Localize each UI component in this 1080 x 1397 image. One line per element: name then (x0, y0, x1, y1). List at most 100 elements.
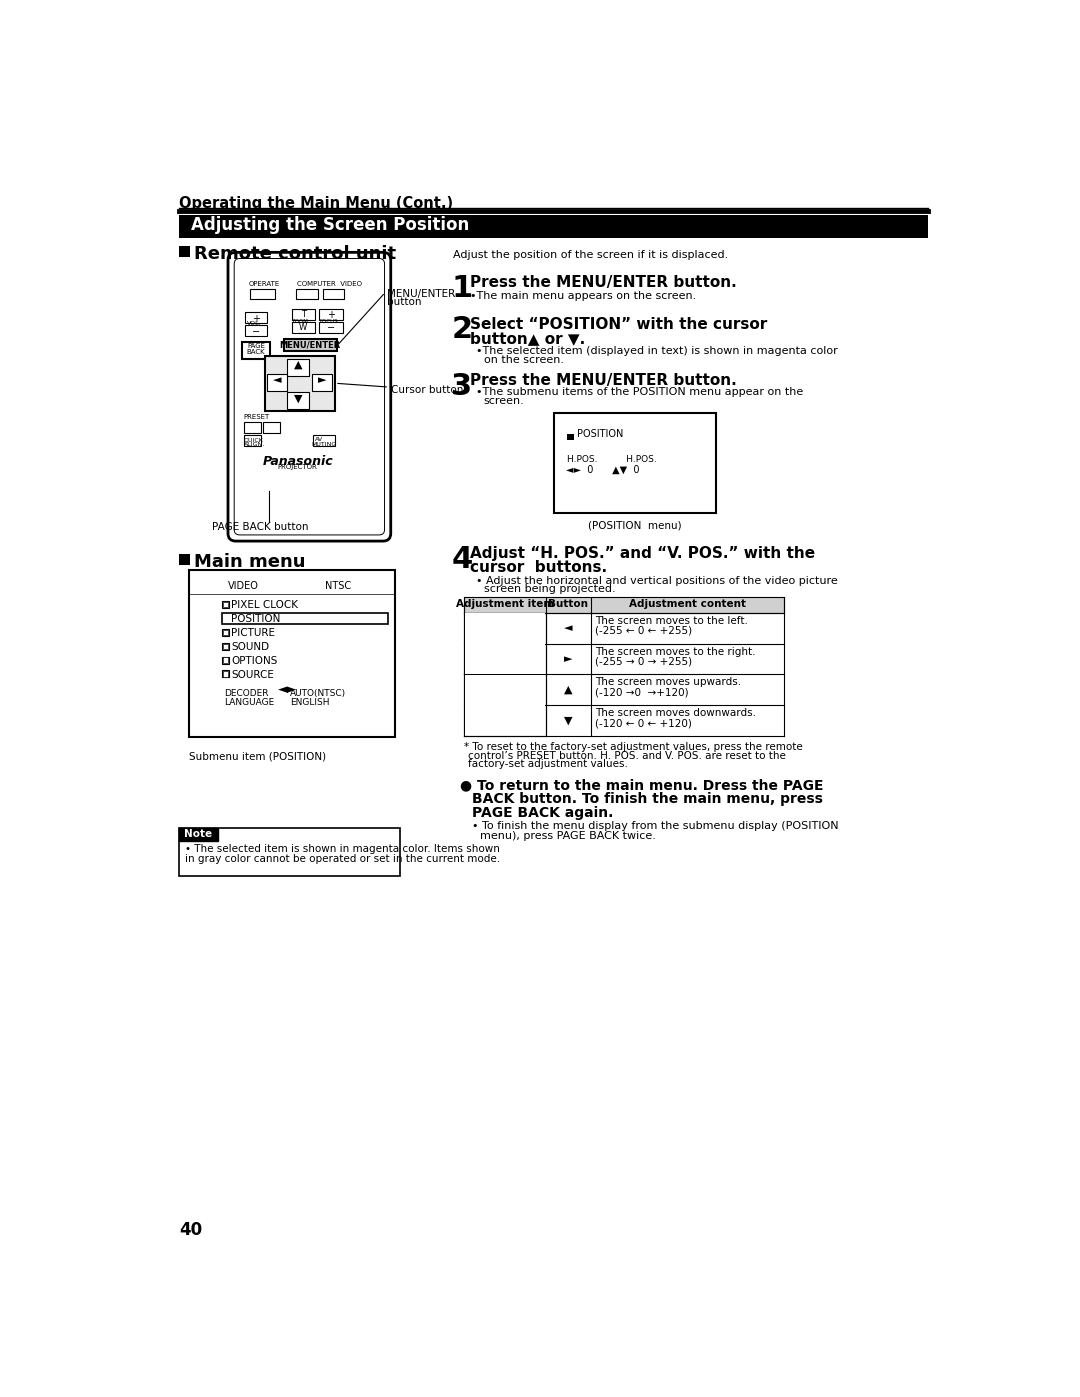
Text: FOCUS: FOCUS (320, 319, 338, 324)
Text: Press the MENU/ENTER button.: Press the MENU/ENTER button. (470, 275, 737, 291)
FancyBboxPatch shape (222, 658, 228, 662)
Text: 1: 1 (451, 274, 472, 303)
Text: ALIGN.: ALIGN. (243, 441, 265, 447)
Text: 40: 40 (179, 1221, 202, 1239)
Text: (POSITION  menu): (POSITION menu) (589, 520, 681, 531)
Text: AUTO(NTSC): AUTO(NTSC) (291, 689, 346, 698)
Text: Submenu item (POSITION): Submenu item (POSITION) (189, 752, 326, 761)
Text: (-255 ← 0 ← +255): (-255 ← 0 ← +255) (595, 626, 691, 636)
Text: H. POS.: H. POS. (480, 629, 530, 641)
FancyBboxPatch shape (189, 570, 394, 738)
FancyBboxPatch shape (221, 601, 229, 608)
Text: ZOOM: ZOOM (292, 319, 309, 324)
FancyBboxPatch shape (554, 412, 716, 513)
Text: Remote control unit: Remote control unit (194, 246, 396, 264)
FancyBboxPatch shape (228, 253, 391, 541)
Text: ▼: ▼ (294, 394, 302, 404)
Text: ►: ► (564, 654, 572, 665)
Text: H.POS.          H.POS.: H.POS. H.POS. (567, 455, 658, 464)
Text: NTSC: NTSC (325, 581, 351, 591)
Text: (-120 ← 0 ← +120): (-120 ← 0 ← +120) (595, 718, 691, 728)
Text: LANGUAGE: LANGUAGE (225, 698, 274, 707)
FancyBboxPatch shape (465, 675, 545, 735)
Text: ● To return to the main menu. Dress the PAGE: ● To return to the main menu. Dress the … (460, 778, 824, 792)
Text: +: + (327, 310, 335, 320)
Text: Press the MENU/ENTER button.: Press the MENU/ENTER button. (470, 373, 737, 388)
Text: ►: ► (318, 376, 326, 386)
FancyBboxPatch shape (464, 598, 784, 613)
Text: QUICK: QUICK (243, 437, 264, 441)
Text: PAGE: PAGE (247, 344, 265, 349)
Text: Cursor buttons: Cursor buttons (391, 384, 469, 395)
Text: button: button (387, 298, 421, 307)
Text: ▼: ▼ (564, 715, 572, 726)
Text: • The selected item is shown in magenta color. Items shown: • The selected item is shown in magenta … (185, 844, 499, 854)
Text: ▲: ▲ (564, 685, 572, 696)
FancyBboxPatch shape (292, 309, 314, 320)
Text: • Adjust the horizontal and vertical positions of the video picture: • Adjust the horizontal and vertical pos… (476, 576, 838, 585)
Text: V. POS.: V. POS. (481, 690, 529, 703)
Text: •The main menu appears on the screen.: •The main menu appears on the screen. (470, 291, 696, 300)
Text: •The submenu items of the POSITION menu appear on the: •The submenu items of the POSITION menu … (476, 387, 804, 397)
FancyBboxPatch shape (245, 326, 267, 337)
FancyBboxPatch shape (242, 342, 270, 359)
Text: factory-set adjustment values.: factory-set adjustment values. (469, 759, 629, 768)
Text: ◄: ◄ (272, 376, 281, 386)
Text: ENGLISH: ENGLISH (291, 698, 329, 707)
FancyBboxPatch shape (266, 355, 335, 411)
Text: PAGE BACK again.: PAGE BACK again. (472, 806, 613, 820)
FancyBboxPatch shape (222, 616, 228, 622)
Text: PRESET: PRESET (243, 414, 270, 420)
Text: 4: 4 (451, 545, 472, 574)
FancyBboxPatch shape (179, 215, 928, 239)
Text: The screen moves to the right.: The screen moves to the right. (595, 647, 755, 657)
Text: PROJECTOR: PROJECTOR (278, 464, 318, 469)
FancyBboxPatch shape (296, 289, 318, 299)
Text: ◄►  0      ▲▼  0: ◄► 0 ▲▼ 0 (566, 465, 639, 475)
FancyBboxPatch shape (313, 434, 335, 446)
Text: V. POS.: V. POS. (481, 690, 529, 703)
FancyBboxPatch shape (287, 359, 309, 376)
Text: SOURCE: SOURCE (231, 669, 274, 680)
Text: Panasonic: Panasonic (262, 455, 333, 468)
Text: 2: 2 (451, 316, 472, 345)
Text: W: W (299, 323, 308, 332)
Text: MENU/ENTER: MENU/ENTER (387, 289, 455, 299)
FancyBboxPatch shape (222, 602, 228, 608)
Text: MENU/ENTER: MENU/ENTER (280, 339, 341, 349)
Text: •The selected item (displayed in text) is shown in magenta color: •The selected item (displayed in text) i… (476, 346, 838, 356)
Text: −: − (252, 327, 260, 337)
Text: control’s PRESET button. H. POS. and V. POS. are reset to the: control’s PRESET button. H. POS. and V. … (469, 750, 786, 760)
FancyBboxPatch shape (287, 393, 309, 409)
Text: menu), press PAGE BACK twice.: menu), press PAGE BACK twice. (480, 831, 656, 841)
FancyBboxPatch shape (320, 309, 342, 320)
Text: POSITION: POSITION (577, 429, 623, 440)
Text: COMPUTER  VIDEO: COMPUTER VIDEO (297, 281, 362, 286)
FancyBboxPatch shape (221, 657, 229, 664)
Text: Adjustment content: Adjustment content (629, 599, 746, 609)
FancyBboxPatch shape (262, 422, 280, 433)
Text: Adjust the position of the screen if it is displaced.: Adjust the position of the screen if it … (453, 250, 728, 260)
FancyBboxPatch shape (245, 313, 267, 323)
Text: screen.: screen. (484, 395, 525, 405)
Text: PIXEL CLOCK: PIXEL CLOCK (231, 601, 298, 610)
FancyBboxPatch shape (323, 289, 345, 299)
Text: H. POS.: H. POS. (480, 629, 530, 641)
FancyBboxPatch shape (243, 422, 260, 433)
FancyBboxPatch shape (221, 671, 229, 678)
Text: VOL.: VOL. (247, 321, 261, 326)
Text: POSITION: POSITION (231, 615, 281, 624)
Text: in gray color cannot be operated or set in the current mode.: in gray color cannot be operated or set … (185, 854, 500, 863)
Text: on the screen.: on the screen. (484, 355, 564, 365)
Text: MUTING: MUTING (312, 441, 337, 447)
FancyBboxPatch shape (465, 613, 545, 673)
FancyBboxPatch shape (249, 289, 275, 299)
Text: T: T (300, 310, 306, 319)
Text: BACK: BACK (246, 349, 266, 355)
Text: (-255 → 0 → +255): (-255 → 0 → +255) (595, 657, 691, 666)
Text: 3: 3 (451, 372, 472, 401)
Text: * To reset to the factory-set adjustment values, press the remote: * To reset to the factory-set adjustment… (464, 742, 804, 752)
Text: PICTURE: PICTURE (231, 629, 275, 638)
Text: The screen moves downwards.: The screen moves downwards. (595, 708, 756, 718)
Text: −: − (327, 323, 335, 332)
